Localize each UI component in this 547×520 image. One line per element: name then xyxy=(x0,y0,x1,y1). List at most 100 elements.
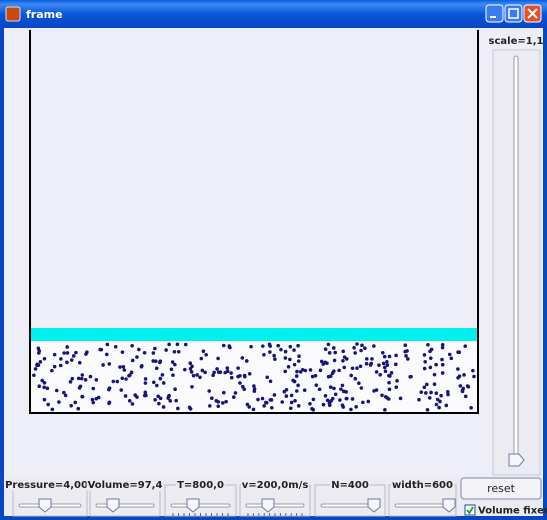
particle xyxy=(398,396,403,401)
particle xyxy=(404,354,408,358)
particle xyxy=(216,400,221,404)
particle xyxy=(437,405,441,410)
particle xyxy=(158,396,163,401)
particle xyxy=(364,361,369,366)
particle xyxy=(422,385,427,390)
slider[interactable]: width=600 xyxy=(388,480,457,517)
particle xyxy=(273,357,277,361)
particle xyxy=(71,354,76,358)
particle xyxy=(428,365,433,370)
particle xyxy=(382,365,387,370)
particle xyxy=(460,389,465,394)
particle xyxy=(158,359,163,364)
particle xyxy=(124,377,128,381)
particle xyxy=(378,373,383,377)
minimize-button[interactable] xyxy=(485,4,504,23)
particle xyxy=(360,343,364,348)
particle xyxy=(84,352,88,356)
scale-label: scale=1,1 xyxy=(489,36,544,47)
particle xyxy=(339,387,343,391)
particle xyxy=(161,405,166,409)
particle xyxy=(383,369,388,374)
particle xyxy=(283,369,288,374)
particle xyxy=(183,367,187,372)
particle xyxy=(216,404,221,409)
particle xyxy=(296,359,301,363)
particle xyxy=(247,372,252,376)
particle xyxy=(130,402,135,406)
reset-button[interactable]: reset xyxy=(460,477,542,500)
particle xyxy=(394,353,398,358)
particle xyxy=(327,351,332,355)
slider[interactable]: T=800,0 xyxy=(164,480,237,518)
particle xyxy=(252,387,257,391)
slider-thumb xyxy=(106,498,120,513)
volume-fixed-checkbox[interactable]: Volume fixed xyxy=(464,504,547,517)
simulation xyxy=(29,30,479,414)
particle xyxy=(167,342,171,347)
particle xyxy=(154,366,159,371)
particle xyxy=(175,342,180,347)
slider[interactable]: Volume=97,4 xyxy=(86,480,164,517)
particle xyxy=(216,356,220,361)
slider[interactable]: Pressure=4,000 xyxy=(4,480,96,517)
particle xyxy=(469,405,473,410)
particle xyxy=(423,360,428,364)
slider-label: T=800,0 xyxy=(177,480,224,491)
volume-fixed-label: Volume fixed xyxy=(478,506,547,517)
slider-thumb xyxy=(186,498,200,513)
particle xyxy=(153,346,157,351)
maximize-button[interactable] xyxy=(504,4,523,23)
particle xyxy=(36,363,41,367)
particle xyxy=(200,368,205,373)
particle xyxy=(160,373,165,377)
particle xyxy=(288,406,293,411)
particle xyxy=(123,394,128,398)
particle xyxy=(153,397,157,402)
particle xyxy=(77,360,82,365)
particle xyxy=(283,356,288,360)
particle xyxy=(292,348,296,352)
particle xyxy=(94,378,99,382)
particle xyxy=(168,399,173,403)
particle xyxy=(171,373,175,377)
close-button[interactable] xyxy=(523,4,542,23)
particle xyxy=(50,407,55,412)
particle xyxy=(353,376,358,381)
particles xyxy=(32,342,476,412)
particle xyxy=(238,381,242,385)
particle xyxy=(370,357,374,361)
particle xyxy=(42,385,46,390)
particle xyxy=(46,402,50,407)
particle xyxy=(332,358,337,363)
particle xyxy=(174,398,178,403)
particle xyxy=(173,362,177,367)
particle xyxy=(297,354,301,359)
particle xyxy=(463,344,468,348)
particle xyxy=(199,356,204,361)
particle xyxy=(80,373,85,377)
particle xyxy=(432,372,437,377)
particle xyxy=(282,389,287,394)
particle xyxy=(292,379,297,384)
particle xyxy=(233,391,238,395)
particle xyxy=(333,350,338,355)
scale-slider[interactable] xyxy=(508,55,525,467)
particle xyxy=(440,357,444,362)
particle xyxy=(260,396,265,401)
particle xyxy=(318,368,323,373)
particle xyxy=(236,366,240,370)
slider[interactable]: N=400 xyxy=(314,480,386,517)
slider[interactable]: v=200,0m/s xyxy=(239,480,311,518)
particle xyxy=(463,394,468,399)
particle xyxy=(261,344,265,348)
particle xyxy=(107,362,112,366)
particle xyxy=(310,374,315,379)
particle xyxy=(432,382,437,387)
particle xyxy=(363,346,367,350)
particle xyxy=(129,370,134,375)
particle xyxy=(229,375,234,380)
particle xyxy=(209,396,214,400)
particle xyxy=(119,388,124,392)
particle xyxy=(280,400,285,404)
